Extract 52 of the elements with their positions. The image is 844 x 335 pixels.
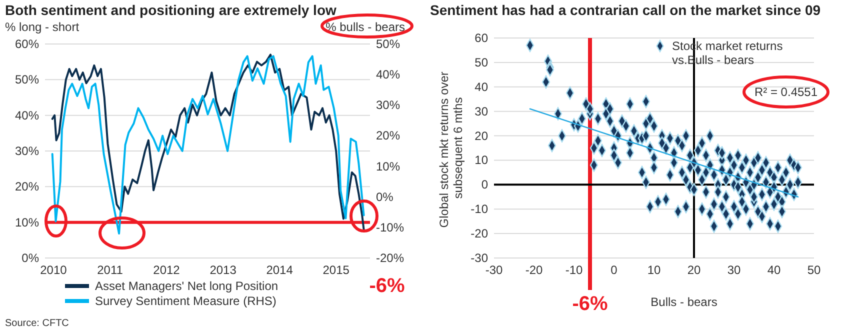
x-tick-label: 2014 [266, 263, 294, 277]
y-tick-label: 60 [474, 31, 488, 45]
x-tick-label: 2013 [210, 263, 237, 277]
y-tick-label: 0% [22, 251, 40, 265]
chart-title: Both sentiment and positioning are extremely low [5, 2, 336, 18]
y-tick-label: 10 [474, 153, 488, 168]
x-tick-label: -30 [485, 263, 503, 277]
y-tick-label: 0 [481, 178, 488, 192]
x-tick-label: 2012 [153, 263, 180, 277]
x-tick-label: 2015 [322, 263, 350, 277]
y-axis-title: % long - short [5, 20, 80, 34]
chart-title: Sentiment has had a contrarian call on the market since 09 [430, 2, 821, 18]
y2-tick-label: 30% [376, 98, 400, 112]
source-note: Source: CFTC [5, 318, 69, 329]
y-tick-label: 10% [14, 215, 40, 230]
y-tick-label: 30 [474, 104, 488, 118]
y2-tick-label: -20% [376, 251, 404, 265]
y-tick-label: -10 [470, 202, 488, 216]
y-tick-label: 20% [14, 180, 40, 194]
y-tick-label: 40% [14, 108, 40, 122]
y-tick-label: -20 [470, 226, 488, 241]
y2-tick-label: 0% [376, 190, 394, 204]
y-tick-label: 50% [14, 72, 40, 87]
y-tick-label: 40 [474, 80, 488, 94]
y-tick-label: 30% [14, 144, 40, 158]
legend-label: Asset Managers' Net long Position [95, 279, 278, 293]
x-tick-label: 10 [647, 263, 661, 277]
x-tick-label: -10 [565, 263, 583, 277]
x-tick-label: -20 [525, 263, 543, 277]
y-tick-label: -30 [470, 251, 488, 265]
x-tick-label: 40 [767, 263, 781, 277]
annotation: R² = 0.4551 [754, 85, 818, 99]
y2-tick-label: 20% [376, 128, 400, 143]
x-tick-label: 30 [727, 263, 741, 277]
y-axis-title: Global stock mkt returns over subsequent 6 mths [437, 68, 465, 228]
y-tick-label: 50 [474, 55, 488, 70]
y-tick-label: 20 [474, 128, 488, 143]
y2-axis-title: % bulls - bears [326, 20, 405, 34]
x-tick-label: 50 [807, 263, 821, 277]
legend-label: Survey Sentiment Measure (RHS) [95, 294, 276, 308]
y-tick-label: 60% [14, 37, 40, 51]
ref-line-label: -6% [572, 293, 608, 315]
x-tick-label: 0 [610, 263, 618, 277]
x-tick-label: 2011 [97, 263, 124, 277]
x-tick-label: 20 [687, 263, 701, 277]
x-tick-label: 2010 [40, 263, 68, 277]
y2-tick-label: 40% [376, 68, 400, 82]
y2-tick-label: 50% [376, 37, 400, 51]
x-axis-title: Bulls - bears [650, 295, 718, 309]
y2-tick-label: -10% [376, 220, 404, 234]
y2-tick-label: 10% [376, 159, 400, 174]
text: -6% [369, 275, 405, 297]
